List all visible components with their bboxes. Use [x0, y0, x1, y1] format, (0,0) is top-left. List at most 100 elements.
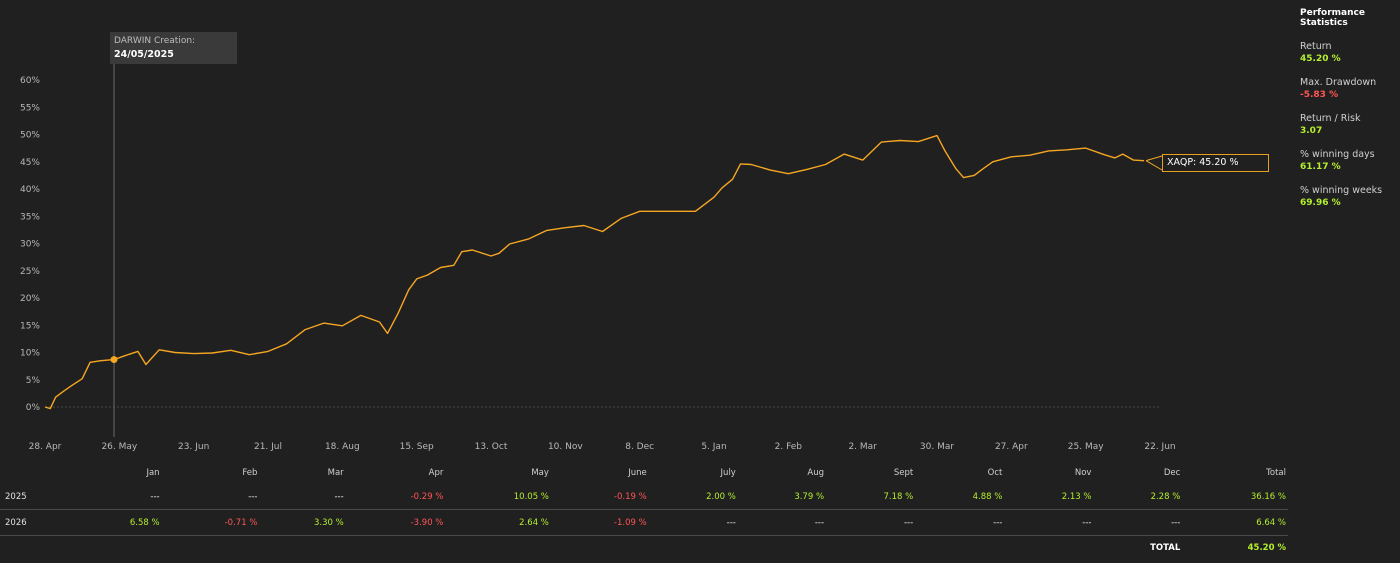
stats-title: Performance Statistics — [1300, 8, 1365, 28]
creation-label: DARWIN Creation: — [114, 36, 196, 46]
x-tick-label: 26. May — [101, 442, 137, 452]
stat-label: % winning days — [1300, 149, 1375, 160]
table-cell: --- — [259, 484, 346, 510]
table-cell: 2.00 % — [648, 484, 738, 510]
series-line-xaqp — [44, 134, 1145, 410]
x-tick-label: 27. Apr — [995, 442, 1028, 452]
x-tick-label: 15. Sep — [400, 442, 434, 452]
table-header-row: Jan Feb Mar Apr May June July Aug Sept O… — [0, 462, 1288, 484]
y-tick-label: 60% — [20, 76, 40, 86]
x-tick-label: 8. Dec — [625, 442, 654, 452]
table-row: 2025 --- --- --- -0.29 % 10.05 % -0.19 %… — [0, 484, 1288, 510]
table-row: 2026 6.58 % -0.71 % 3.30 % -3.90 % 2.64 … — [0, 509, 1288, 536]
x-tick-label: 28. Apr — [29, 442, 62, 452]
y-tick-label: 10% — [20, 349, 40, 359]
header-month: Feb — [242, 468, 258, 478]
y-tick-label: 25% — [20, 267, 40, 277]
table-cell-total: 6.64 % — [1182, 509, 1288, 536]
table-cell: -1.09 % — [550, 509, 649, 536]
row-year: 2025 — [0, 484, 38, 510]
total-label: TOTAL — [1150, 543, 1181, 553]
x-tick-label: 21. Jul — [254, 442, 282, 452]
y-tick-label: 15% — [20, 321, 40, 331]
table-cell: --- — [915, 509, 1005, 536]
table-cell: 3.30 % — [259, 509, 346, 536]
table-cell: 3.79 % — [737, 484, 827, 510]
performance-statistics-panel: Performance Statistics Return 45.20 % Ma… — [1300, 8, 1400, 220]
header-month: Dec — [1163, 468, 1181, 478]
stat-label: Return — [1300, 41, 1332, 52]
y-tick-label: 35% — [20, 212, 40, 222]
table-cell: --- — [648, 509, 738, 536]
stat-label: Return / Risk — [1300, 113, 1361, 124]
header-month: Apr — [428, 468, 444, 478]
performance-chart: 0% 5% 10% 15% 20% 25% 30% 35% 40% 45% 50% 55% 60% 28… — [20, 32, 1176, 452]
table-cell: -0.19 % — [550, 484, 649, 510]
header-month: Jan — [146, 468, 160, 478]
x-tick-label: 25. May — [1068, 442, 1104, 452]
stat-winning-days: % winning days 61.17 % — [1300, 148, 1400, 174]
table-cell: 2.13 % — [1004, 484, 1094, 510]
stat-return: Return 45.20 % — [1300, 40, 1400, 66]
table-cell: --- — [161, 484, 260, 510]
stat-max-drawdown: Max. Drawdown -5.83 % — [1300, 76, 1400, 102]
table-total-row: TOTAL 45.20 % — [0, 536, 1288, 561]
x-tick-label: 5. Jan — [701, 442, 726, 452]
y-tick-label: 40% — [20, 185, 40, 195]
stat-value: 61.17 % — [1300, 162, 1341, 172]
table-cell: --- — [826, 509, 916, 536]
y-tick-label: 30% — [20, 240, 40, 250]
header-month: July — [720, 468, 736, 478]
x-tick-label: 10. Nov — [548, 442, 583, 452]
y-tick-label: 50% — [20, 131, 40, 141]
table-cell: -0.71 % — [161, 509, 260, 536]
y-axis: 0% 5% 10% 15% 20% 25% 30% 35% 40% 45% 50% 55% 60% — [20, 76, 40, 413]
row-year: 2026 — [0, 509, 38, 536]
stat-winning-weeks: % winning weeks 69.96 % — [1300, 184, 1400, 210]
header-month: Sept — [893, 468, 914, 478]
x-tick-label: 2. Mar — [848, 442, 877, 452]
x-tick-label: 2. Feb — [775, 442, 803, 452]
table-cell: 7.18 % — [826, 484, 916, 510]
stat-value: 69.96 % — [1300, 198, 1341, 208]
header-month: Oct — [987, 468, 1003, 478]
x-tick-label: 22. Jun — [1144, 442, 1175, 452]
creation-tooltip: DARWIN Creation: 24/05/2025 — [110, 32, 237, 64]
monthly-returns-table: Jan Feb Mar Apr May June July Aug Sept O… — [0, 462, 1288, 560]
stat-value: 3.07 — [1300, 126, 1323, 136]
header-year — [0, 462, 37, 484]
table-cell: --- — [737, 509, 827, 536]
x-tick-label: 13. Oct — [475, 442, 508, 452]
last-value-pointer — [1145, 155, 1163, 171]
stat-label: Max. Drawdown — [1300, 77, 1377, 88]
table-cell: --- — [37, 484, 162, 510]
header-month: Nov — [1074, 468, 1092, 478]
header-month: Mar — [327, 468, 344, 478]
y-tick-label: 5% — [26, 376, 41, 386]
stat-label: % winning weeks — [1300, 185, 1383, 196]
table-cell: --- — [1004, 509, 1094, 536]
stat-value: 45.20 % — [1300, 54, 1341, 64]
stat-return-risk: Return / Risk 3.07 — [1300, 112, 1400, 138]
last-value-label: XAQP: 45.20 % — [1162, 154, 1269, 172]
table-cell: 2.64 % — [445, 509, 551, 536]
table-cell: 2.28 % — [1093, 484, 1183, 510]
table-cell: -0.29 % — [345, 484, 446, 510]
total-value: 45.20 % — [1247, 543, 1286, 553]
x-axis: 28. Apr 26. May 23. Jun 21. Jul 18. Aug 15. S… — [29, 442, 1176, 452]
y-tick-label: 20% — [20, 294, 40, 304]
stat-value: -5.83 % — [1300, 90, 1339, 100]
y-tick-label: 55% — [20, 103, 40, 113]
x-tick-label: 18. Aug — [325, 442, 360, 452]
header-month: June — [628, 468, 647, 478]
header-total: Total — [1266, 468, 1286, 478]
creation-date: 24/05/2025 — [114, 49, 174, 60]
x-tick-label: 30. Mar — [920, 442, 954, 452]
table-cell: --- — [1093, 509, 1183, 536]
header-month: May — [531, 468, 549, 478]
creation-marker-dot — [110, 356, 118, 364]
table-cell: 6.58 % — [37, 509, 162, 536]
table-cell: 4.88 % — [915, 484, 1005, 510]
table-cell: 10.05 % — [445, 484, 551, 510]
y-tick-label: 45% — [20, 158, 40, 168]
